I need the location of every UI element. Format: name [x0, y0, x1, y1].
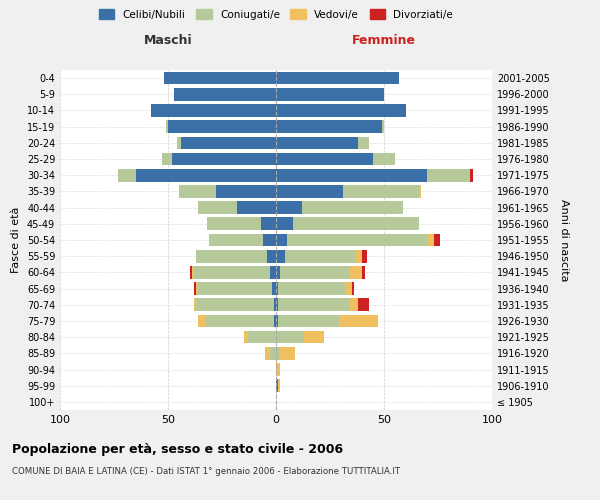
Bar: [209, 234, 263, 246]
Bar: [161, 152, 172, 166]
Bar: [196, 282, 198, 295]
Bar: [434, 234, 440, 246]
Bar: [164, 72, 276, 85]
Text: Femmine: Femmine: [352, 34, 416, 48]
Bar: [166, 120, 168, 133]
Bar: [276, 218, 293, 230]
Bar: [427, 234, 434, 246]
Bar: [269, 347, 276, 360]
Y-axis label: Fasce di età: Fasce di età: [11, 207, 21, 273]
Text: Popolazione per età, sesso e stato civile - 2006: Popolazione per età, sesso e stato civil…: [12, 442, 343, 456]
Bar: [196, 250, 268, 262]
Bar: [276, 250, 284, 262]
Bar: [175, 88, 276, 101]
Bar: [194, 282, 196, 295]
Bar: [194, 266, 269, 278]
Text: COMUNE DI BAIA E LATINA (CE) - Dati ISTAT 1° gennaio 2006 - Elaborazione TUTTITA: COMUNE DI BAIA E LATINA (CE) - Dati ISTA…: [12, 468, 400, 476]
Bar: [198, 314, 205, 328]
Bar: [280, 266, 349, 278]
Bar: [356, 250, 362, 262]
Bar: [382, 120, 384, 133]
Bar: [274, 314, 276, 328]
Bar: [276, 331, 304, 344]
Bar: [179, 185, 215, 198]
Legend: Celibi/Nubili, Coniugati/e, Vedovi/e, Divorziati/e: Celibi/Nubili, Coniugati/e, Vedovi/e, Di…: [95, 5, 457, 24]
Bar: [276, 152, 373, 166]
Bar: [261, 218, 276, 230]
Bar: [272, 282, 276, 295]
Bar: [349, 266, 362, 278]
Bar: [304, 331, 323, 344]
Bar: [293, 218, 419, 230]
Bar: [276, 185, 343, 198]
Bar: [470, 169, 473, 181]
Bar: [276, 120, 382, 133]
Bar: [194, 298, 196, 311]
Bar: [276, 314, 278, 328]
Text: Maschi: Maschi: [143, 34, 193, 48]
Bar: [276, 72, 399, 85]
Bar: [215, 185, 276, 198]
Bar: [276, 282, 278, 295]
Bar: [136, 169, 276, 181]
Bar: [269, 266, 276, 278]
Bar: [265, 347, 269, 360]
Bar: [427, 169, 470, 181]
Bar: [343, 185, 419, 198]
Bar: [198, 202, 237, 214]
Bar: [151, 104, 276, 117]
Bar: [358, 136, 369, 149]
Bar: [276, 88, 384, 101]
Bar: [276, 347, 280, 360]
Bar: [358, 298, 369, 311]
Bar: [352, 282, 354, 295]
Bar: [362, 250, 367, 262]
Bar: [168, 120, 276, 133]
Bar: [172, 152, 276, 166]
Bar: [276, 104, 406, 117]
Bar: [280, 347, 295, 360]
Bar: [276, 380, 278, 392]
Bar: [190, 266, 192, 278]
Bar: [278, 380, 280, 392]
Bar: [196, 298, 274, 311]
Bar: [302, 202, 403, 214]
Bar: [181, 136, 276, 149]
Bar: [268, 250, 276, 262]
Bar: [205, 314, 274, 328]
Bar: [338, 314, 377, 328]
Bar: [118, 169, 136, 181]
Bar: [419, 185, 421, 198]
Bar: [276, 169, 427, 181]
Bar: [284, 250, 356, 262]
Bar: [276, 363, 280, 376]
Bar: [248, 331, 276, 344]
Bar: [237, 202, 276, 214]
Bar: [192, 266, 194, 278]
Bar: [349, 298, 358, 311]
Bar: [244, 331, 248, 344]
Bar: [276, 298, 278, 311]
Bar: [263, 234, 276, 246]
Bar: [362, 266, 365, 278]
Bar: [278, 282, 345, 295]
Bar: [373, 152, 395, 166]
Bar: [176, 136, 181, 149]
Bar: [274, 298, 276, 311]
Bar: [287, 234, 427, 246]
Bar: [276, 136, 358, 149]
Bar: [278, 298, 349, 311]
Bar: [345, 282, 352, 295]
Bar: [276, 234, 287, 246]
Bar: [276, 202, 302, 214]
Bar: [278, 314, 338, 328]
Y-axis label: Anni di nascita: Anni di nascita: [559, 198, 569, 281]
Bar: [276, 266, 280, 278]
Bar: [207, 218, 261, 230]
Bar: [198, 282, 272, 295]
